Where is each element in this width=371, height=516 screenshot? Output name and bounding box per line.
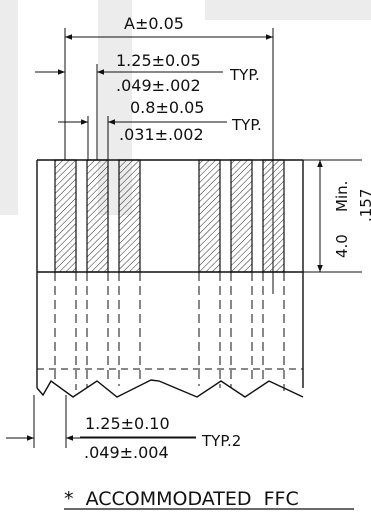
bottom-pitch-inch-label: .049±.004 (84, 443, 169, 462)
caption-text: * ACCOMMODATED FFC (64, 488, 299, 510)
conductor-note-label: TYP. (231, 116, 262, 134)
break-line (36, 379, 304, 398)
conductor-5 (230, 159, 253, 273)
conductor-inch-label: .031±.002 (119, 125, 204, 144)
exposed-length-note-label: Min. (333, 181, 351, 212)
conductor-mm-label: 0.8±0.05 (130, 98, 204, 117)
conductor-contacts (54, 159, 285, 273)
overall-width-label: A±0.05 (124, 14, 184, 33)
exposed-length-inch-label: .157 (357, 189, 371, 222)
bottom-pitch-mm-label: 1.25±0.10 (85, 414, 170, 433)
bottom-pitch-note-label: TYP.2 (201, 432, 241, 450)
conductor-4 (198, 159, 221, 273)
conductor-3 (118, 159, 141, 273)
conductor-hidden-lines (54, 272, 285, 391)
dimension-lines (6, 28, 362, 448)
pitch-note-label: TYP. (229, 66, 260, 84)
ffc-cable-outline (36, 159, 304, 398)
conductor-1 (54, 159, 77, 273)
conductor-2 (86, 159, 109, 273)
exposed-length-mm-label: 4.0 (333, 234, 351, 258)
pitch-inch-label: .049±.002 (116, 76, 201, 95)
pitch-mm-label: 1.25±0.05 (116, 51, 201, 70)
